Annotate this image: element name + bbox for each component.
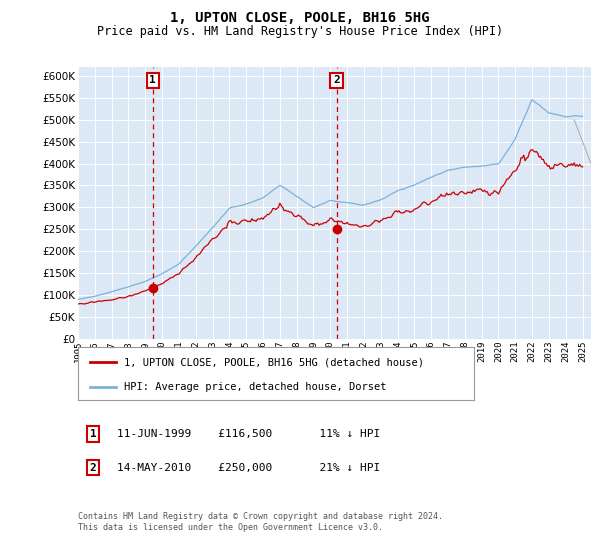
Text: 1: 1: [89, 429, 97, 439]
Text: Contains HM Land Registry data © Crown copyright and database right 2024.
This d: Contains HM Land Registry data © Crown c…: [78, 512, 443, 532]
Text: 1: 1: [149, 76, 156, 85]
Text: 1, UPTON CLOSE, POOLE, BH16 5HG (detached house): 1, UPTON CLOSE, POOLE, BH16 5HG (detache…: [124, 357, 424, 367]
Text: 2: 2: [89, 463, 97, 473]
Text: HPI: Average price, detached house, Dorset: HPI: Average price, detached house, Dors…: [124, 381, 386, 391]
Text: 11-JUN-1999    £116,500       11% ↓ HPI: 11-JUN-1999 £116,500 11% ↓ HPI: [117, 429, 380, 439]
Text: 1, UPTON CLOSE, POOLE, BH16 5HG: 1, UPTON CLOSE, POOLE, BH16 5HG: [170, 11, 430, 25]
Text: 14-MAY-2010    £250,000       21% ↓ HPI: 14-MAY-2010 £250,000 21% ↓ HPI: [117, 463, 380, 473]
Text: Price paid vs. HM Land Registry's House Price Index (HPI): Price paid vs. HM Land Registry's House …: [97, 25, 503, 38]
Text: 2: 2: [333, 76, 340, 85]
